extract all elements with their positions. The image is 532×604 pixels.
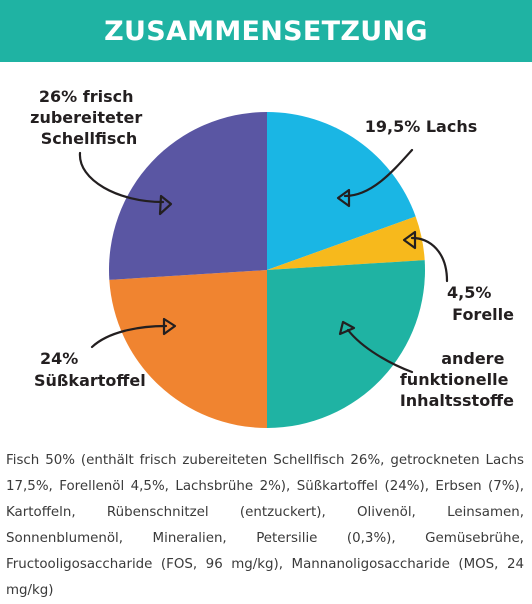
label-schellfisch-line3: Schellfisch xyxy=(41,129,137,148)
pie-slice-suesskartoffel xyxy=(109,270,268,428)
arrow-forelle xyxy=(402,230,449,283)
arrow-andere xyxy=(338,320,414,374)
arrow-lachs xyxy=(336,148,414,208)
label-suesskartoffel-line2: Süßkartoffel xyxy=(34,371,146,390)
header-bar: ZUSAMMENSETZUNG xyxy=(0,0,532,62)
pie-chart: 26% frisch zubereiteter Schellfisch 19,5… xyxy=(30,87,514,429)
label-schellfisch: 26% frisch zubereiteter Schellfisch xyxy=(30,87,148,148)
label-lachs-line1: 19,5% Lachs xyxy=(365,117,477,136)
arrow-schellfisch xyxy=(78,151,173,216)
label-forelle-line1: 4,5% xyxy=(447,283,491,302)
label-forelle-line2: Forelle xyxy=(452,305,514,324)
ingredients-description: Fisch 50% (enthält frisch zubereiteten S… xyxy=(6,453,524,598)
label-andere-line3: Inhaltsstoffe xyxy=(400,391,514,410)
label-suesskartoffel: 24% Süßkartoffel xyxy=(34,349,146,390)
label-suesskartoffel-line1: 24% xyxy=(40,349,78,368)
slice-labels: 26% frisch zubereiteter Schellfisch 19,5… xyxy=(30,87,514,410)
arrow-suesskartoffel xyxy=(90,317,177,349)
label-andere: andere funktionelle Inhaltsstoffe xyxy=(400,349,514,410)
label-lachs: 19,5% Lachs xyxy=(365,117,477,136)
callout-arrows xyxy=(78,148,449,374)
label-andere-line1: andere xyxy=(441,349,504,368)
pie-slice-andere xyxy=(267,260,425,429)
label-schellfisch-line2: zubereiteter xyxy=(30,108,142,127)
pie-slice-lachs xyxy=(267,112,416,270)
pie-slices xyxy=(109,112,425,429)
label-schellfisch-line1: 26% frisch xyxy=(39,87,134,106)
pie-slice-forelle xyxy=(267,216,425,270)
label-forelle: 4,5% Forelle xyxy=(447,283,514,324)
label-andere-line2: funktionelle xyxy=(400,370,509,389)
page-title: ZUSAMMENSETZUNG xyxy=(104,15,428,47)
pie-slice-schellfisch xyxy=(109,112,267,280)
